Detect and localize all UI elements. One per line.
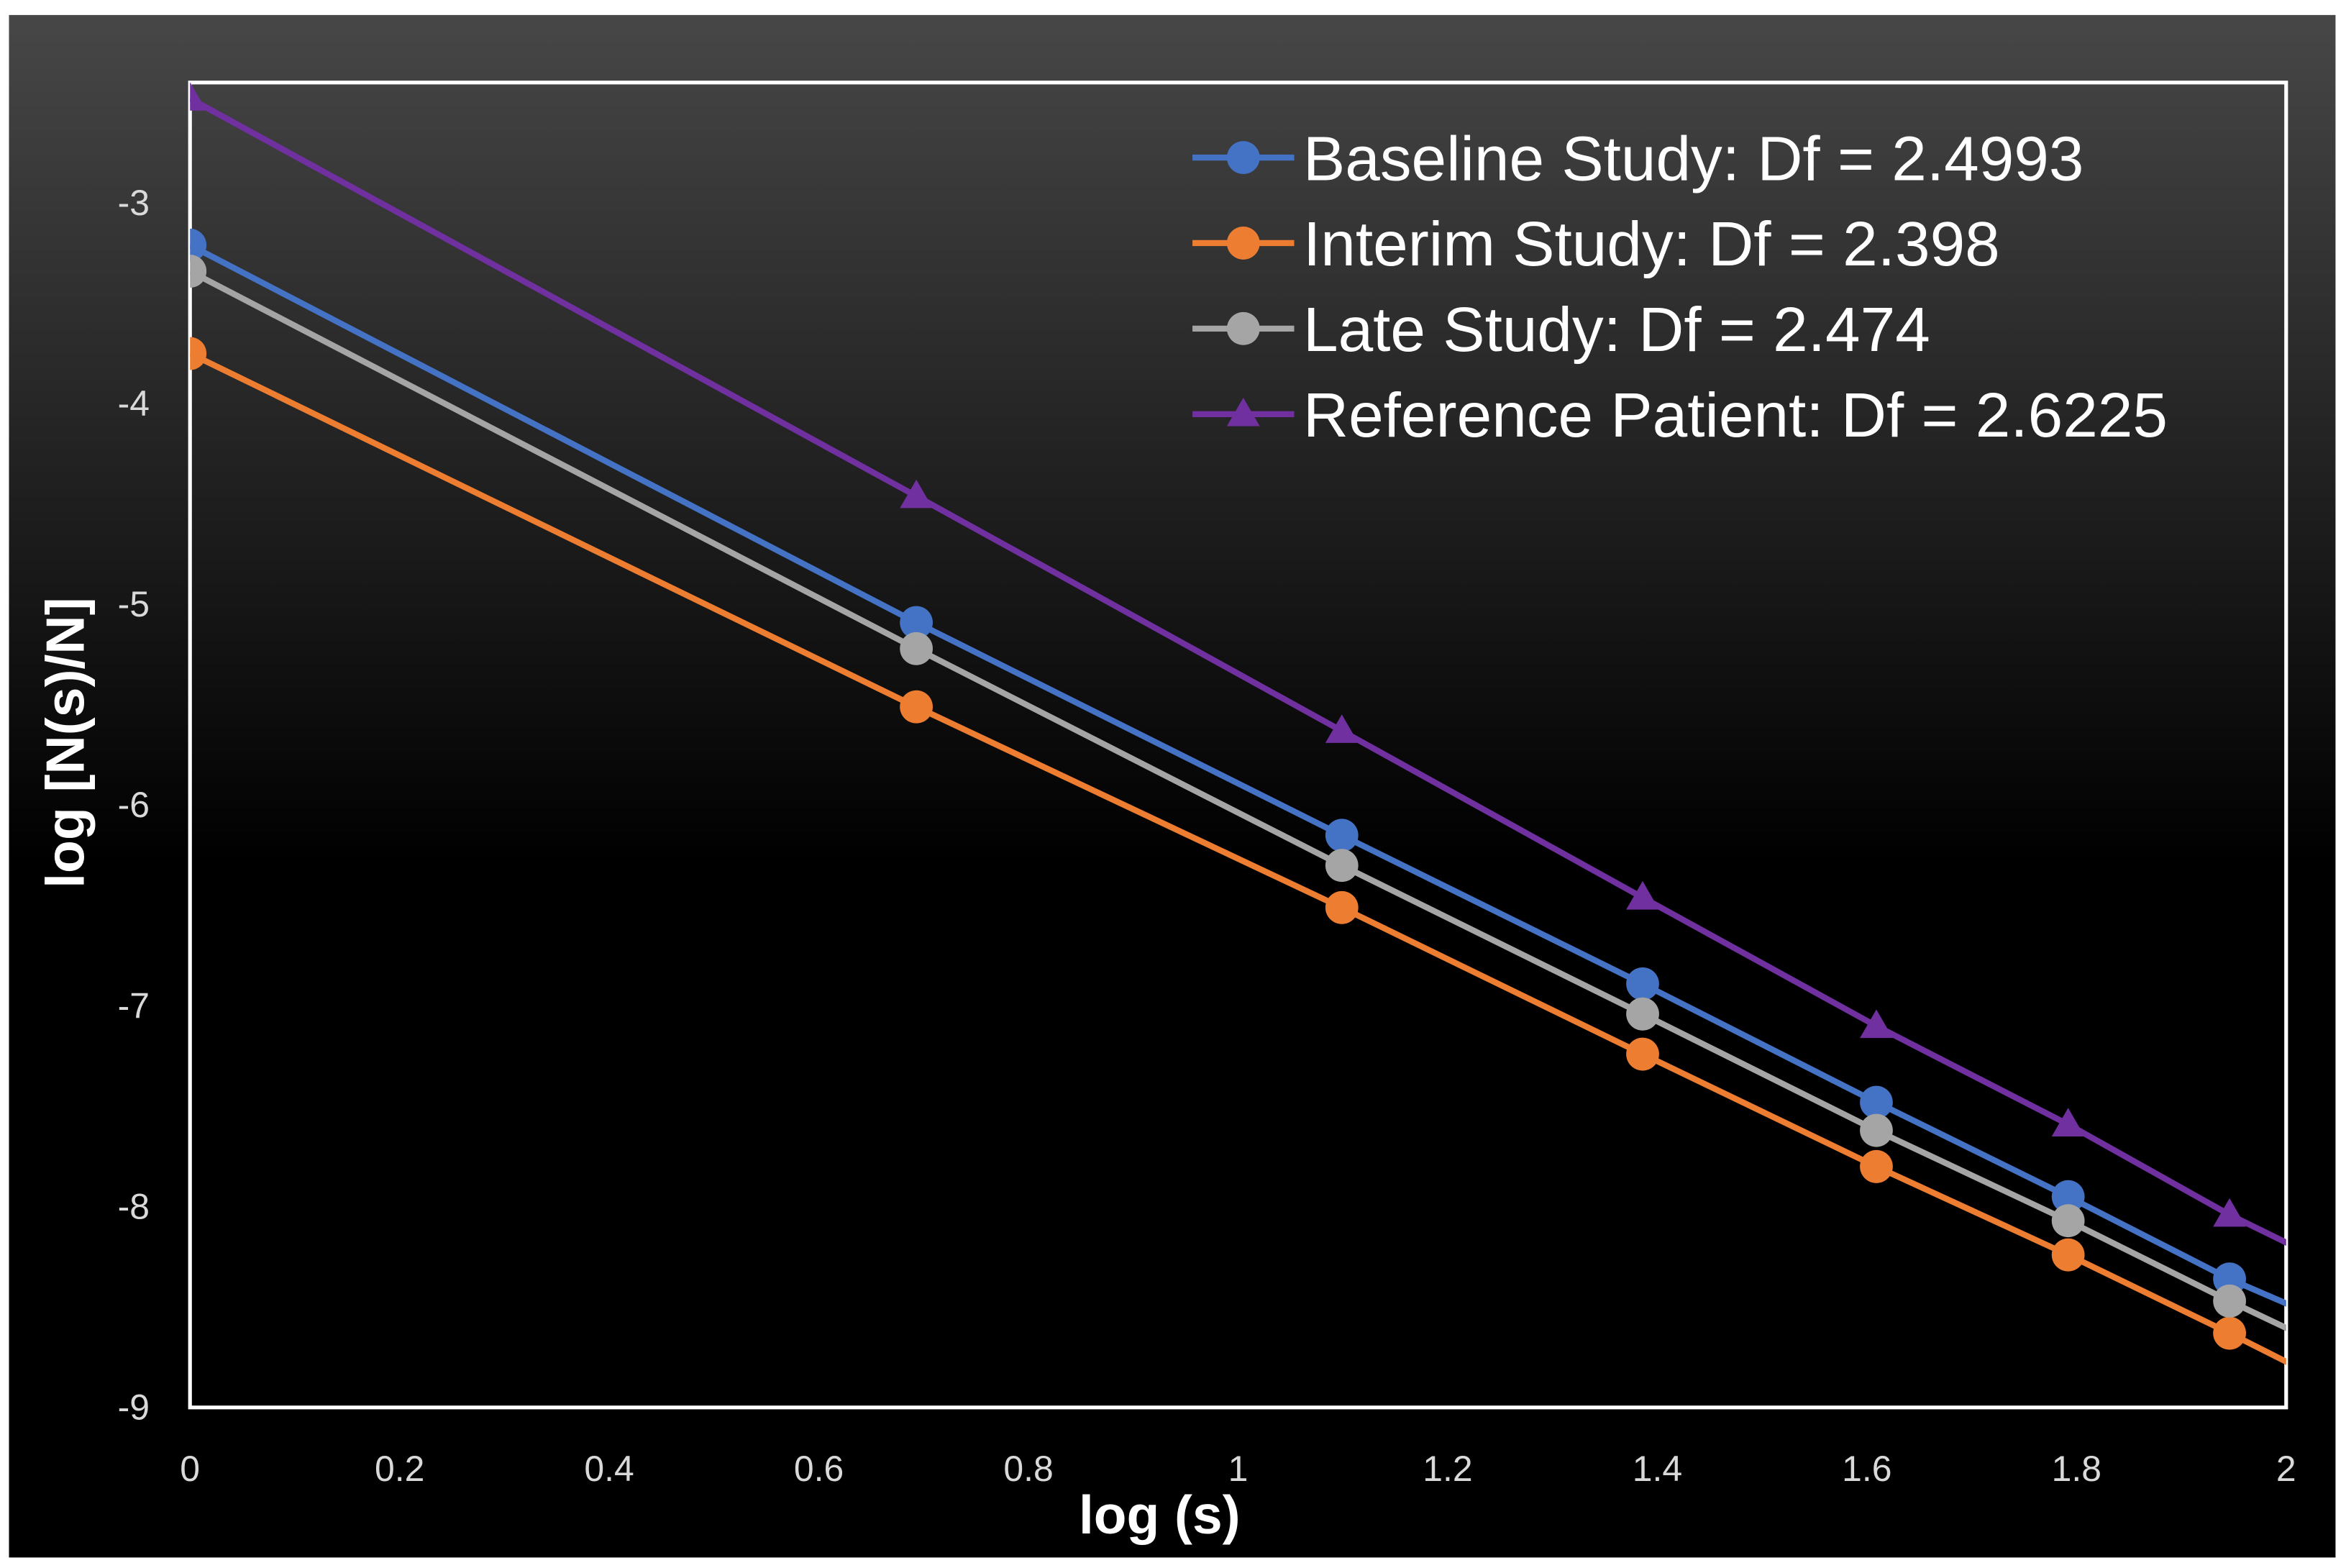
data-point [1860, 1149, 1893, 1183]
x-tick-label: 1.6 [1842, 1449, 1891, 1489]
data-point [900, 479, 933, 509]
x-tick-label: 0.2 [375, 1449, 424, 1489]
data-point [1325, 890, 1359, 924]
data-point [1860, 1113, 1893, 1147]
y-axis-title: log [N(s)/N] [35, 597, 96, 888]
x-tick-label: 2 [2276, 1449, 2296, 1489]
x-tick-label: 0 [180, 1449, 200, 1489]
legend-label: Baseline Study: Df = 2.4993 [1303, 123, 2083, 193]
data-point [2051, 1238, 2085, 1272]
chart-background [9, 14, 2336, 1558]
x-tick-label: 0.6 [794, 1449, 844, 1489]
x-axis-title: log (s) [1079, 1485, 1241, 1545]
data-point [1626, 1037, 1659, 1071]
series-line [190, 96, 2286, 1246]
y-tick-label: -5 [118, 584, 150, 624]
y-tick-label: -6 [118, 785, 150, 825]
x-tick-label: 1.2 [1423, 1449, 1472, 1489]
series-line [190, 350, 2286, 1365]
y-tick-label: -4 [118, 383, 150, 424]
series-2 [190, 337, 2286, 1365]
plot-frame [188, 81, 2288, 1410]
legend-entry: Interim Study: Df = 2.398 [1192, 209, 2000, 279]
data-point [900, 632, 933, 665]
data-point [2051, 1108, 2085, 1136]
tick-labels: 0 0.2 0.4 0.6 0.8 1 1.2 1.4 1.6 1.8 2 -3 -4 -5 -6 -7 -8 -… [118, 183, 2296, 1489]
x-tick-label: 0.4 [584, 1449, 634, 1489]
y-tick-label: -3 [118, 183, 150, 223]
plot-area-border [188, 81, 2288, 1410]
data-point [1860, 1009, 1893, 1039]
data-point [190, 82, 207, 111]
data-point [1626, 880, 1659, 910]
legend-label: Late Study: Df = 2.474 [1303, 294, 1930, 365]
circle-marker-icon [1226, 141, 1260, 174]
legend-label: Interim Study: Df = 2.398 [1303, 209, 2000, 279]
data-point [190, 337, 207, 370]
data-point [2213, 1316, 2246, 1350]
y-tick-label: -8 [118, 1186, 150, 1226]
x-tick-label: 1 [1228, 1449, 1249, 1489]
y-tick-label: -7 [118, 985, 150, 1026]
x-tick-label: 0.8 [1003, 1449, 1053, 1489]
data-point [900, 690, 933, 724]
series-layer [190, 82, 2286, 1365]
data-point [2051, 1204, 2085, 1238]
data-point [1325, 849, 1359, 883]
data-point [2213, 1198, 2246, 1227]
data-point [190, 255, 207, 288]
data-point [2213, 1284, 2246, 1318]
data-point [1325, 714, 1359, 743]
data-point [900, 606, 933, 639]
legend-entry: Baseline Study: Df = 2.4993 [1192, 123, 2083, 193]
legend-entry: Late Study: Df = 2.474 [1192, 294, 1930, 365]
series-line [190, 268, 2286, 1331]
legend-label: Reference Patient: Df = 2.6225 [1303, 380, 2168, 450]
legend: Baseline Study: Df = 2.4993 Interim Study… [1192, 123, 2168, 450]
series-3 [190, 255, 2286, 1331]
data-point [1626, 967, 1659, 1000]
data-point [190, 228, 207, 262]
data-point [1626, 997, 1659, 1031]
data-point [2051, 1180, 2085, 1213]
circle-marker-icon [1226, 311, 1260, 345]
data-point [1325, 819, 1359, 852]
series-line [190, 242, 2286, 1307]
legend-entry: Reference Patient: Df = 2.6225 [1192, 380, 2168, 450]
x-tick-label: 1.8 [2052, 1449, 2101, 1489]
data-point [1860, 1085, 1893, 1119]
series-1 [190, 228, 2286, 1307]
circle-marker-icon [1226, 227, 1260, 260]
x-tick-label: 1.4 [1633, 1449, 1682, 1489]
y-tick-label: -9 [118, 1387, 150, 1427]
series-4 [190, 82, 2286, 1246]
triangle-marker-icon [1226, 397, 1260, 427]
